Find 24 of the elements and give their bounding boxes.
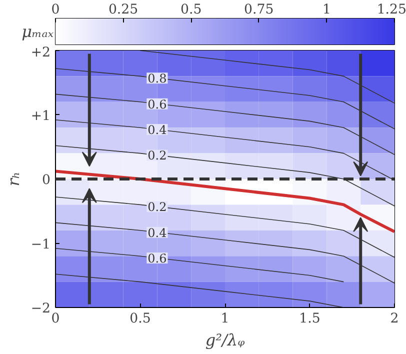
x-tick-label: 2 — [390, 312, 399, 326]
annotation: 0.4 — [148, 123, 168, 138]
y-tick-label: +2 — [30, 46, 51, 60]
y-tick-label: −2 — [30, 302, 51, 316]
annotation: 0.2 — [148, 200, 167, 214]
color-bar-label: 0.75 — [244, 2, 274, 18]
x-tick-label: 1 — [220, 312, 230, 326]
annotation: 0.8 — [148, 72, 167, 86]
x-tick-label: 0.5 — [130, 312, 151, 326]
y-tick-label: −1 — [30, 237, 51, 252]
color-bar-label: 0.25 — [108, 2, 138, 18]
y-tick-label: 0 — [42, 173, 51, 188]
color-bar-label: 1.25 — [376, 2, 406, 18]
color-bar-title: μₘₐₓ — [22, 22, 54, 41]
x-axis-title: g²/λᵩ — [205, 330, 245, 350]
annotation: 0.4 — [148, 226, 168, 240]
x-tick-label: 1.5 — [299, 312, 320, 326]
annotation: 0.2 — [148, 148, 167, 163]
annotation: 0.6 — [148, 97, 167, 112]
y-tick-label: +1 — [30, 108, 51, 124]
color-bar-label: 0.5 — [180, 2, 202, 18]
color-bar-label: 1 — [322, 2, 331, 18]
annotation: 0.6 — [148, 252, 167, 266]
y-axis-title: rₕ — [4, 172, 23, 186]
